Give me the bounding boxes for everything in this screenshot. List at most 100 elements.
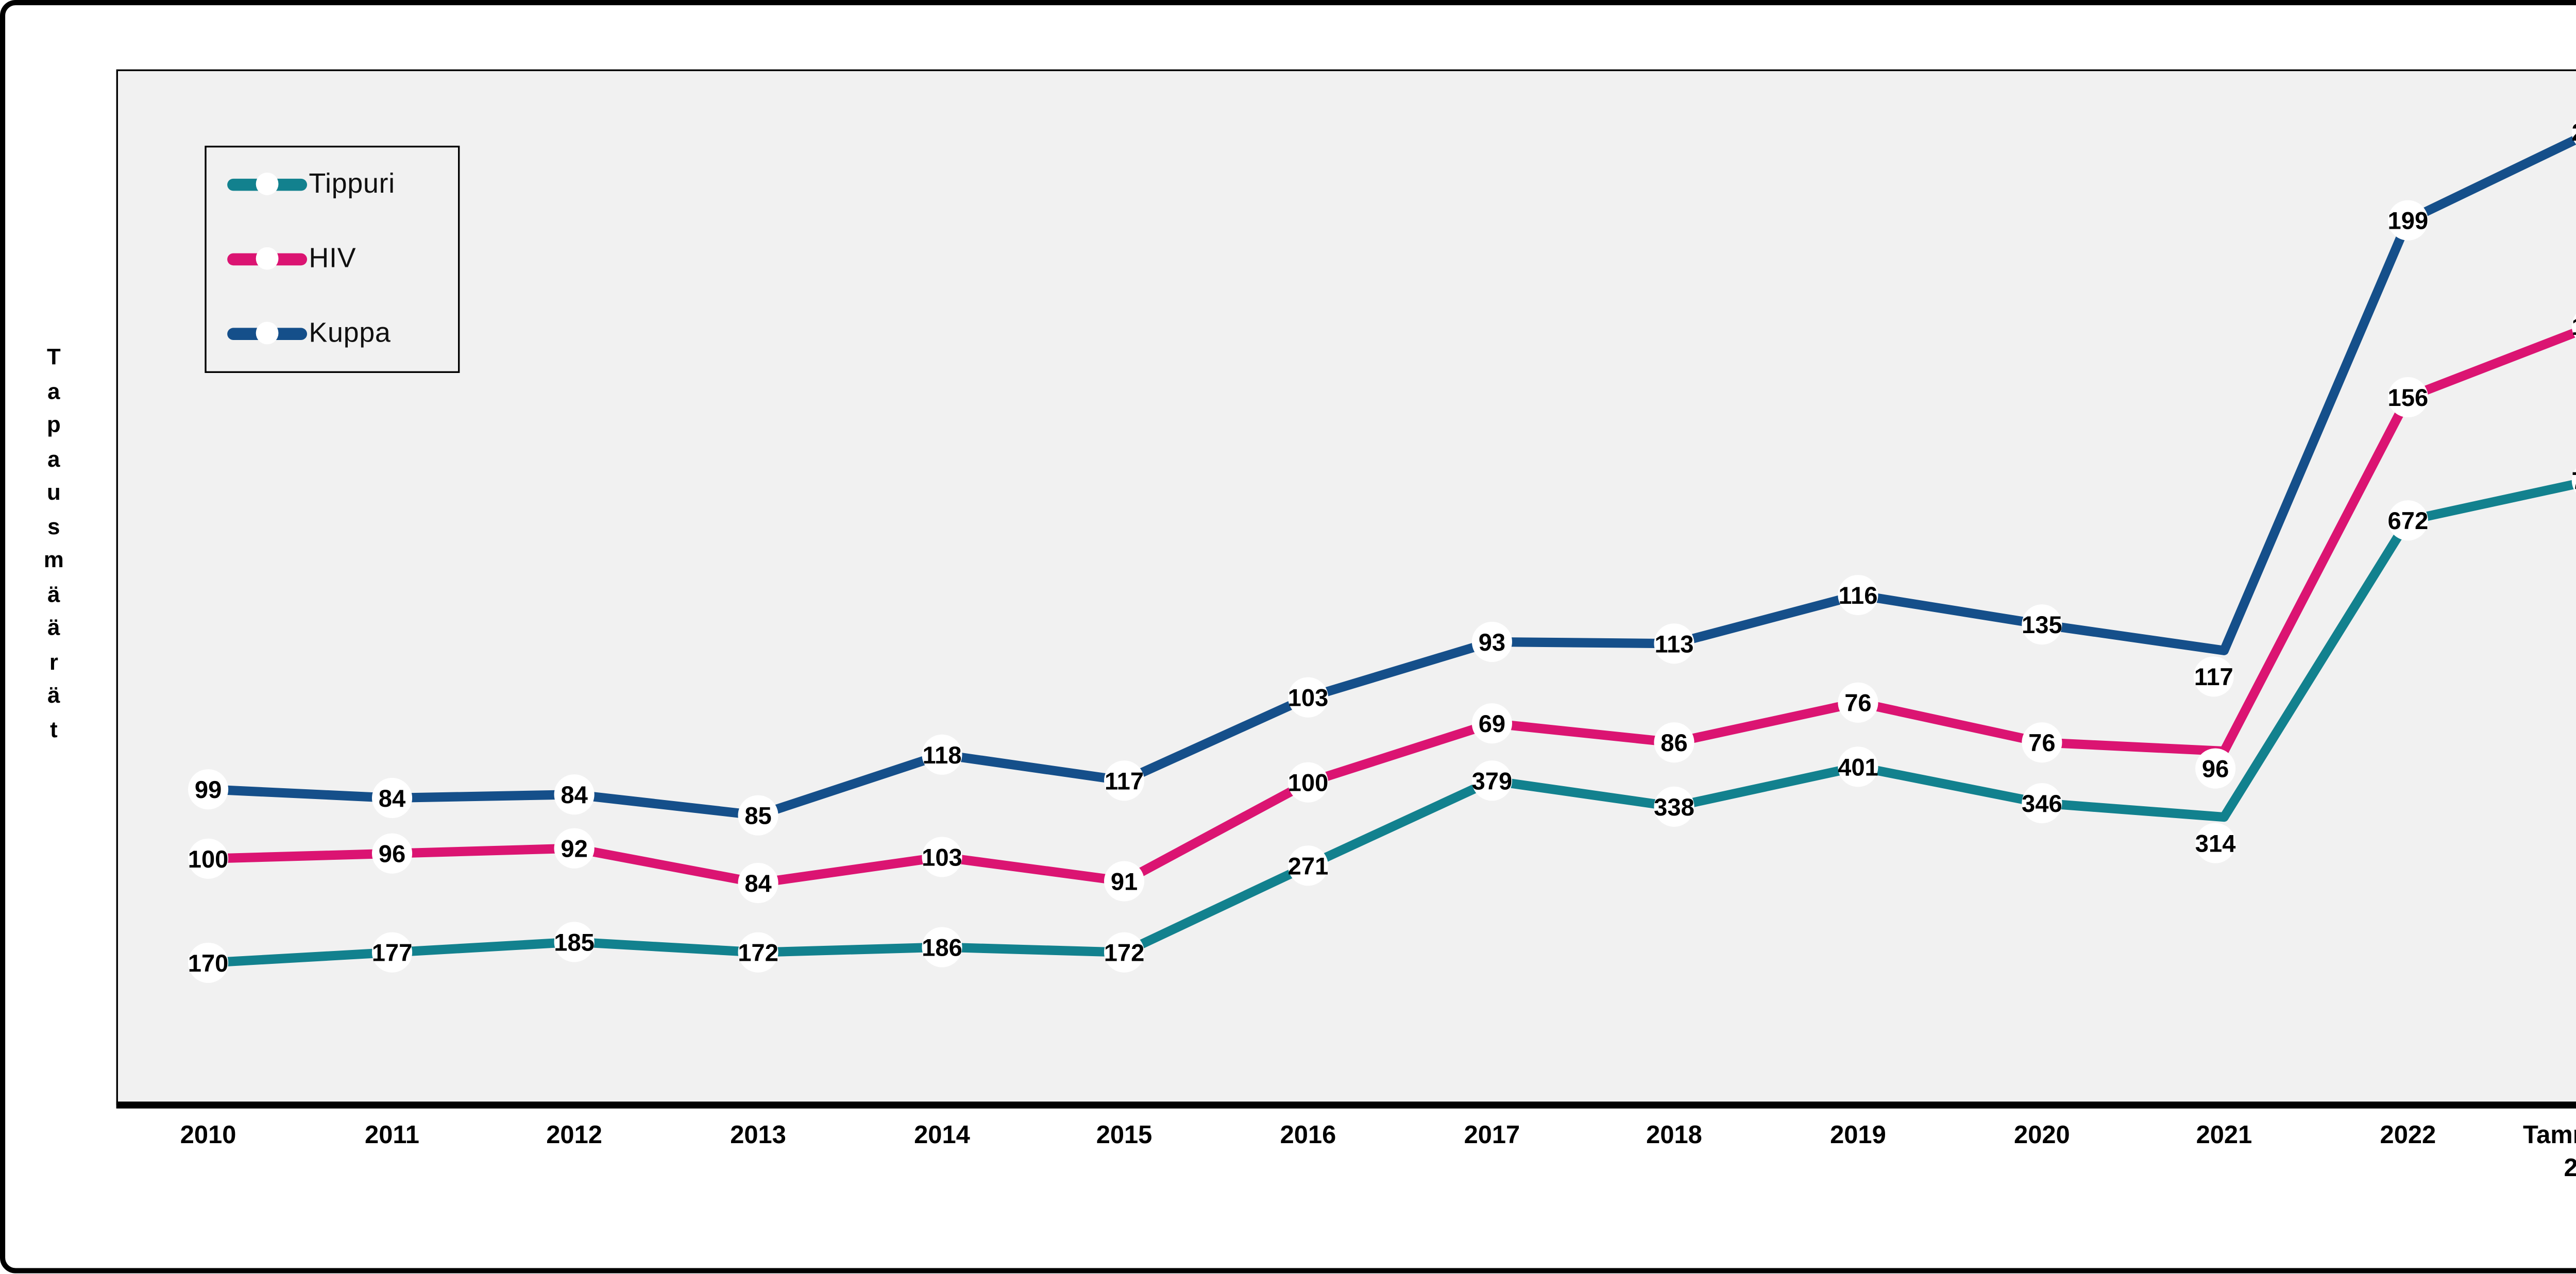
point-marker [554,774,595,815]
x-tick-label: 2016 [1280,1120,1336,1153]
point-value-label: 84 [379,785,405,812]
x-tick-label-line: 2010 [180,1122,236,1150]
point-value-label: 223 [2572,118,2576,146]
x-tick-label-line: 2013 [730,1122,786,1150]
point-value-label: 99 [195,776,222,803]
x-tick-label-line: 2011 [365,1122,420,1150]
point-marker [2195,823,2236,863]
point-marker [188,838,229,879]
x-tick-label-line: 2018 [1646,1122,1702,1150]
x-tick-label: 2017 [1464,1120,1520,1153]
x-tick-label-line: Tammi-loka [2522,1122,2576,1150]
point-marker [1838,746,1878,787]
legend-line-marker-icon [227,322,308,346]
point-value-label: 91 [1111,868,1138,895]
point-value-label: 100 [188,845,229,873]
legend-item: HIV [227,244,458,275]
point-marker [1471,703,1512,744]
legend-label: HIV [309,244,357,274]
point-value-label: 117 [2194,663,2233,690]
point-value-label: 69 [1479,710,1505,737]
y-axis-title-letter: ä [47,682,60,708]
point-value-label: 92 [561,835,587,862]
point-marker [2195,748,2236,789]
y-axis-title-letter: ä [47,614,60,640]
point-value-label: 346 [2022,790,2062,817]
point-value-label: 314 [2195,830,2236,857]
point-value-label: 135 [2022,611,2062,638]
point-value-label: 103 [1288,684,1329,711]
legend-item: Kuppa [227,318,458,350]
y-axis-title-letter: a [47,377,60,403]
point-marker [2193,656,2234,697]
point-value-label: 84 [744,870,771,897]
legend-box: Tippuri HIV Kuppa [205,145,460,373]
point-value-label: 170 [188,949,229,977]
point-marker [922,734,962,775]
point-marker [922,837,962,877]
point-marker [2387,500,2428,541]
point-marker [1471,760,1512,801]
legend-marker-dot-icon [256,248,279,271]
x-tick-label: 2010 [180,1120,236,1153]
point-value-label: 185 [554,928,595,956]
point-value-label: 84 [561,781,587,808]
x-tick-label: 2011 [365,1120,419,1153]
point-value-label: 85 [744,802,771,829]
point-marker [371,833,413,874]
point-value-label: 96 [2202,755,2229,783]
y-axis-title-letter: p [46,411,61,437]
point-value-label: 100 [1288,769,1329,796]
point-value-label: 113 [1654,630,1693,657]
x-tick-label: 2015 [1096,1120,1153,1153]
point-marker [1104,760,1145,801]
y-axis-title-letter: r [49,648,58,674]
y-axis-title-letter: T [46,343,61,370]
point-marker [738,862,778,904]
x-tick-label: 2013 [730,1120,786,1153]
x-tick-label-line: 2019 [1830,1122,1886,1150]
legend-label: Tippuri [309,169,395,199]
point-value-label: 177 [372,939,413,966]
point-marker [1104,932,1145,973]
point-marker [738,932,778,973]
legend-label: Kuppa [309,318,391,348]
x-tick-label-line: 2021 [2196,1122,2252,1150]
x-tick-label-line: 2016 [1280,1122,1336,1150]
point-marker [1654,623,1694,664]
x-tick-label: 2020 [2014,1120,2070,1153]
point-value-label: 117 [1105,767,1144,794]
point-marker [1287,845,1329,886]
x-tick-label-line: 2017 [1464,1122,1520,1150]
point-marker [1104,861,1145,902]
point-value-label: 156 [2388,384,2429,411]
x-tick-label: 2014 [914,1120,970,1153]
legend-line-marker-icon [227,173,308,196]
point-marker [738,795,778,836]
y-axis-title-letter: m [43,546,64,573]
point-value-label: 728 [2572,467,2576,495]
x-tick-label-line: 2012 [546,1122,602,1150]
point-marker [1654,722,1694,763]
point-value-label: 93 [1479,628,1505,656]
x-axis-line [116,1100,2576,1109]
point-marker [2022,783,2062,824]
legend-line-marker-icon [227,248,308,271]
x-tick-label: 2012 [546,1120,602,1153]
y-axis-title-letter: ä [47,580,60,606]
y-axis-title-letter: s [47,513,60,539]
point-value-label: 672 [2388,507,2429,534]
legend-item: Tippuri [227,169,458,200]
x-tick-label: 2019 [1830,1120,1886,1153]
x-tick-label-line: 2015 [1096,1122,1153,1150]
point-value-label: 172 [738,939,778,966]
point-marker [1654,786,1694,827]
x-tick-label: Tammi-loka 2023 [2523,1120,2576,1186]
point-marker [1838,682,1878,723]
x-tick-label-line: 2014 [914,1122,970,1150]
point-value-label: 401 [1838,753,1878,780]
point-marker [1287,762,1329,803]
